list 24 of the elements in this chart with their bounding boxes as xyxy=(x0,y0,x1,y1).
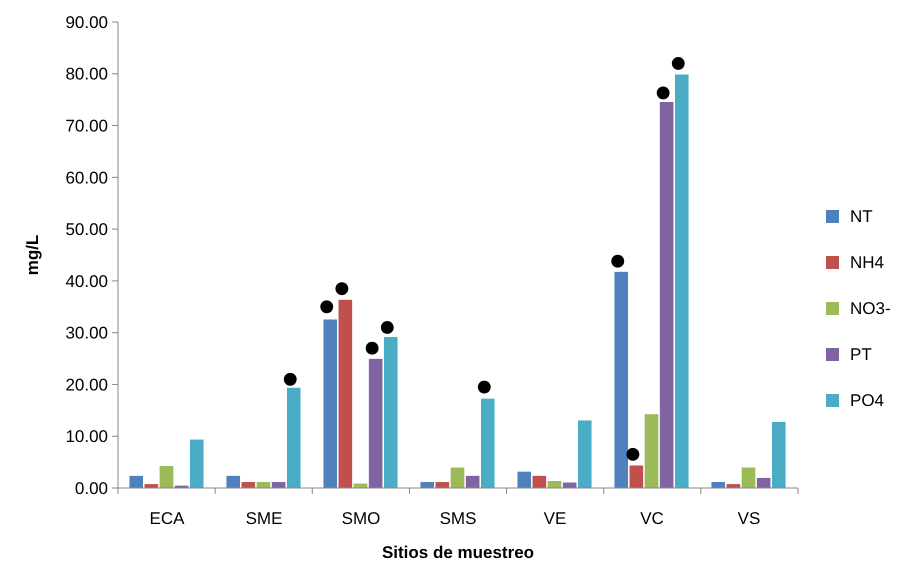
x-tick-label: SMO xyxy=(342,509,380,528)
y-axis-title: mg/L xyxy=(23,234,42,276)
legend-label: PO4 xyxy=(850,390,884,410)
x-axis-title: Sitios de muestreo xyxy=(382,543,534,562)
legend-label: NT xyxy=(850,206,873,226)
legend-label: NH4 xyxy=(850,252,884,272)
x-tick-label: ECA xyxy=(150,509,186,528)
x-tick-label: SME xyxy=(246,509,282,528)
x-tick-label: SMS xyxy=(440,509,476,528)
y-tick-label: 20.00 xyxy=(65,375,108,394)
legend-label: PT xyxy=(850,344,872,364)
y-tick-label: 80.00 xyxy=(65,64,108,84)
y-tick-label: 90.00 xyxy=(65,12,108,32)
y-tick-label: 70.00 xyxy=(65,116,108,136)
legend-label: NO3- xyxy=(850,298,891,318)
y-tick-label: 60.00 xyxy=(65,168,108,188)
y-tick-label: 30.00 xyxy=(65,324,108,343)
x-tick-label: VE xyxy=(544,509,566,528)
y-tick-label: 50.00 xyxy=(65,220,108,240)
x-tick-label: VC xyxy=(640,509,664,528)
y-tick-label: 40.00 xyxy=(65,272,108,291)
x-tick-label: VS xyxy=(738,509,760,528)
y-tick-label: 0.00 xyxy=(74,478,108,498)
y-tick-label: 10.00 xyxy=(65,427,108,446)
